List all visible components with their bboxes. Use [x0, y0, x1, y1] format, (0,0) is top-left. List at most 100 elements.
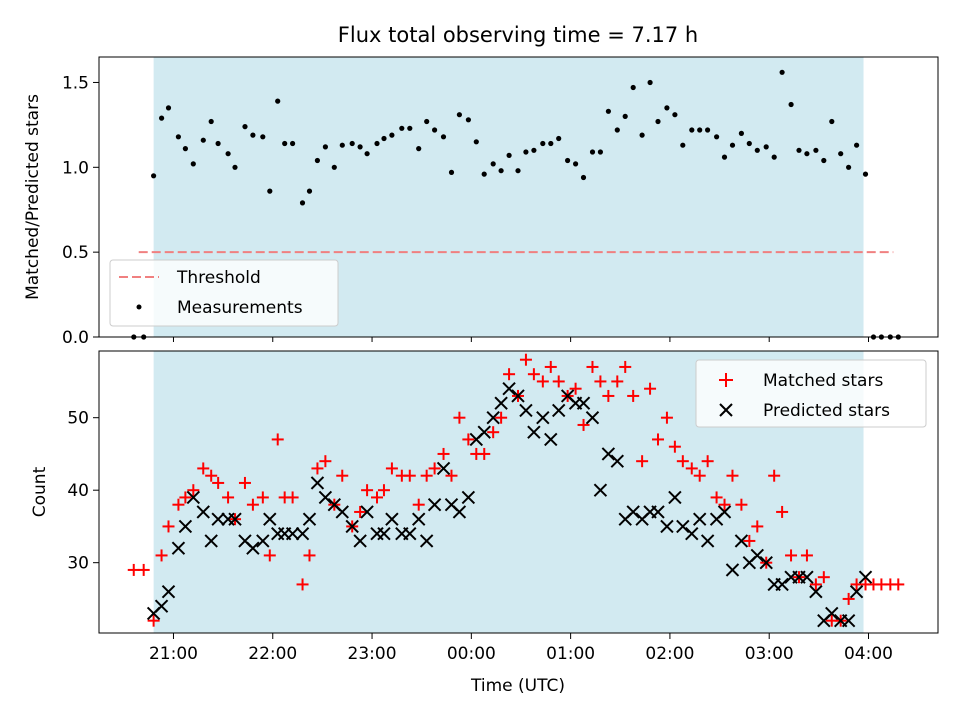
matched-star-point: [536, 375, 549, 388]
predicted-star-point: [849, 584, 864, 599]
predicted-star-point: [841, 613, 856, 628]
measurement-point: [182, 146, 188, 152]
measurement-point: [779, 69, 785, 75]
measurement-point: [664, 105, 670, 111]
predicted-star-point: [544, 432, 558, 447]
bottom-legend: Matched stars Predicted stars: [695, 359, 927, 428]
matched-star-point: [676, 455, 689, 468]
measurement-point: [282, 140, 288, 147]
matched-star-point: [437, 447, 450, 460]
measurement-point: [357, 144, 363, 150]
matched-star-point: [701, 455, 714, 468]
measurement-point: [424, 118, 430, 125]
predicted-star-point: [527, 425, 541, 439]
matched-star-point: [544, 360, 557, 373]
matched-star-point: [246, 498, 259, 511]
predicted-star-point: [263, 512, 277, 526]
matched-star-point: [319, 455, 332, 468]
matched-star-point: [743, 534, 756, 547]
matched-star-point: [147, 614, 160, 627]
measurement-point: [275, 98, 281, 104]
predicted-star-point: [536, 410, 550, 425]
top-axes-frame: [98, 56, 939, 338]
matched-star-point: [212, 476, 225, 489]
legend-predicted-swatch: [719, 403, 733, 417]
predicted-star-point: [345, 519, 359, 534]
matched-star-point: [660, 411, 673, 424]
measurement-point: [862, 171, 869, 177]
measurement-point: [364, 151, 370, 157]
predicted-star-point: [668, 490, 682, 505]
matched-star-point: [462, 433, 475, 446]
measurement-point: [829, 118, 835, 125]
predicted-star-point: [310, 476, 325, 490]
predicted-star-point: [775, 577, 789, 592]
measurement-point: [151, 173, 157, 179]
measurement-point: [374, 140, 380, 147]
predicted-star-point: [335, 505, 349, 519]
predicted-star-point: [685, 526, 699, 541]
matched-star-point: [594, 375, 607, 388]
measurement-point: [498, 168, 504, 174]
bottom-legend-box: [695, 359, 927, 428]
measurement-point: [821, 157, 827, 164]
matched-star-point: [693, 469, 706, 482]
measurement-point: [208, 118, 214, 125]
y-tick-label: 1.0: [62, 158, 89, 178]
matched-star-point: [735, 498, 748, 511]
x-tick-label: 03:00: [745, 644, 794, 664]
predicted-star-point: [403, 526, 417, 541]
predicted-star-point: [725, 563, 740, 577]
matched-star-point: [495, 411, 508, 424]
predicted-star-point: [204, 534, 218, 548]
measurement-point: [796, 147, 802, 153]
measurement-point: [804, 151, 810, 157]
measurement-point: [322, 144, 328, 150]
y-tick-label: 0.5: [62, 243, 89, 263]
predicted-star-point: [800, 570, 814, 584]
matched-star-point: [636, 455, 649, 468]
matched-star-point: [172, 498, 185, 511]
measurement-point: [314, 157, 320, 164]
measurement-point: [190, 161, 196, 167]
measurement-point: [260, 134, 266, 140]
measurement-point: [448, 169, 455, 175]
matched-star-point: [478, 447, 491, 460]
measurement-point: [565, 157, 571, 164]
predicted-star-point: [692, 512, 707, 526]
matched-star-point: [710, 491, 723, 504]
bottom-y-axis: 30 40 50: [67, 409, 99, 574]
measurement-point: [267, 188, 273, 194]
measurement-point: [680, 142, 686, 148]
measurement-point: [416, 146, 422, 152]
predicted-star-point: [734, 534, 749, 548]
matched-star-point: [569, 382, 582, 395]
measurement-point: [714, 134, 720, 140]
measurement-point: [299, 200, 306, 206]
matched-star-point: [361, 484, 374, 497]
matched-star-point: [503, 368, 516, 381]
matched-star-point: [256, 491, 269, 504]
measurement-point: [854, 142, 860, 148]
predicted-star-point: [302, 512, 317, 526]
matched-star-point: [817, 571, 830, 584]
predicted-star-point: [196, 505, 210, 519]
predicted-star-point: [552, 403, 566, 418]
matched-star-point: [652, 433, 665, 446]
measurement-point: [597, 149, 604, 155]
predicted-star-point: [246, 541, 260, 555]
measurement-point: [771, 154, 777, 160]
matched-star-point: [303, 549, 316, 562]
legend-measurements-label: Measurements: [177, 298, 303, 318]
matched-star-point: [412, 498, 425, 511]
matched-star-point: [377, 484, 390, 497]
matched-star-point: [619, 360, 632, 373]
matched-star-point: [162, 520, 175, 533]
measurement-point: [349, 140, 355, 147]
matched-star-point: [428, 462, 441, 475]
measurement-point: [515, 168, 521, 174]
measurement-point: [763, 144, 769, 150]
predicted-star-point: [285, 526, 300, 541]
measurement-point: [846, 164, 852, 170]
measurement-point: [548, 140, 554, 147]
